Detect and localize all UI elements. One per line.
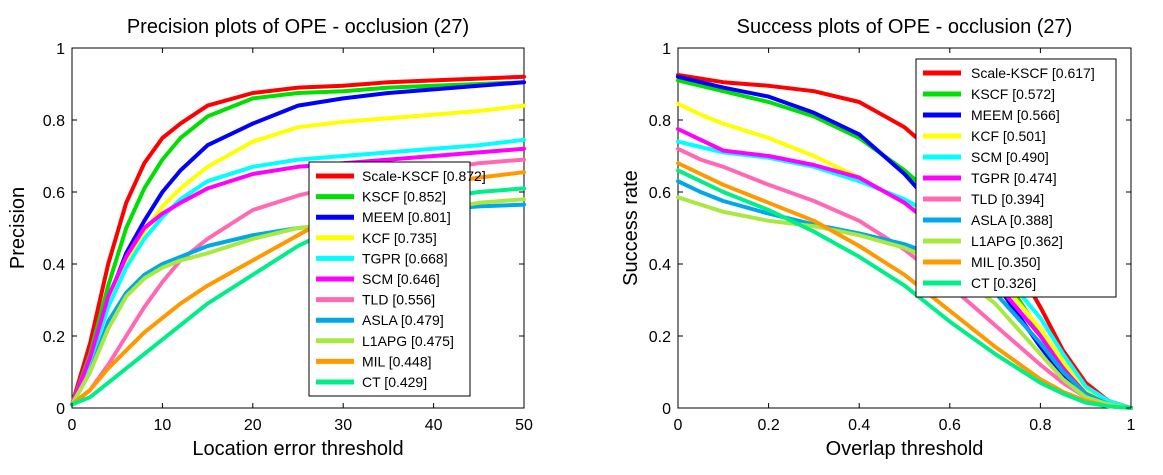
y-tick-label: 0.4 (649, 257, 671, 274)
legend-label-9: MIL [0.448] (362, 353, 432, 369)
series-line-5 (70, 146, 526, 407)
legend: Scale-KSCF [0.872] KSCF [0.852] MEEM [0.80… (308, 161, 486, 397)
y-tick-label: 0.8 (649, 113, 671, 130)
chart-title: Precision plots of OPE - occlusion (27) (127, 16, 469, 38)
legend-label-0: Scale-KSCF [0.617] (971, 65, 1095, 81)
x-tick-label: 0.2 (757, 417, 779, 434)
legend-label-1: KSCF [0.852] (362, 189, 446, 205)
y-tick-label: 0.4 (43, 257, 65, 274)
x-tick-label: 30 (334, 417, 352, 434)
legend-label-8: L1APG [0.362] (971, 233, 1063, 249)
x-tick-label: 10 (154, 417, 172, 434)
legend-label-6: TLD [0.394] (971, 191, 1044, 207)
x-tick-label: 0.8 (1029, 417, 1051, 434)
legend-label-9: MIL [0.350] (971, 254, 1041, 270)
legend-label-1: KSCF [0.572] (971, 86, 1055, 102)
y-tick-label: 0.6 (649, 185, 671, 202)
precision-plot-panel: Precision plots of OPE - occlusion (27) 0… (7, 16, 533, 460)
success-plot-panel: Success plots of OPE - occlusion (27) 0 0.… (620, 16, 1136, 460)
x-tick-label: 0.6 (939, 417, 961, 434)
legend-label-3: KCF [0.735] (362, 230, 437, 246)
series-line-4 (70, 137, 526, 407)
x-tick-label: 0 (674, 417, 683, 434)
legend-label-4: TGPR [0.668] (362, 250, 448, 266)
series-line-1 (70, 80, 526, 407)
legend-label-7: ASLA [0.388] (971, 212, 1053, 228)
legend-label-2: MEEM [0.566] (971, 107, 1060, 123)
y-axis-label: Success rate (620, 170, 642, 286)
x-tick-label: 0.4 (848, 417, 870, 434)
x-tick-label: 40 (425, 417, 443, 434)
x-axis-label: Overlap threshold (826, 438, 984, 460)
y-tick-label: 0.2 (649, 329, 671, 346)
legend-label-0: Scale-KSCF [0.872] (362, 168, 486, 184)
x-axis-label: Location error threshold (192, 438, 403, 460)
y-tick-label: 0 (662, 401, 671, 418)
y-tick-label: 0.2 (43, 329, 65, 346)
x-tick-label: 0 (68, 417, 77, 434)
legend: Scale-KSCF [0.617] KSCF [0.572] MEEM [0.56… (915, 58, 1117, 298)
x-tick-label: 1 (1127, 417, 1136, 434)
chart-title: Success plots of OPE - occlusion (27) (737, 16, 1073, 38)
y-tick-label: 0.6 (43, 185, 65, 202)
legend-label-5: SCM [0.646] (362, 271, 440, 287)
y-tick-label: 1 (56, 41, 65, 58)
y-tick-label: 1 (662, 41, 671, 58)
series-line-10 (676, 168, 1133, 410)
legend-label-6: TLD [0.556] (362, 292, 435, 308)
legend-label-8: L1APG [0.475] (362, 333, 454, 349)
legend-label-2: MEEM [0.801] (362, 209, 451, 225)
y-tick-label: 0 (56, 401, 65, 418)
legend-label-5: TGPR [0.474] (971, 170, 1057, 186)
y-axis-label: Precision (7, 187, 29, 269)
x-tick-label: 50 (515, 417, 533, 434)
legend-label-7: ASLA [0.479] (362, 312, 444, 328)
series-line-0 (70, 74, 526, 407)
legend-label-4: SCM [0.490] (971, 149, 1049, 165)
legend-label-10: CT [0.429] (362, 374, 427, 390)
x-tick-label: 20 (244, 417, 262, 434)
legend-label-3: KCF [0.501] (971, 128, 1046, 144)
legend-label-10: CT [0.326] (971, 275, 1036, 291)
y-tick-label: 0.8 (43, 113, 65, 130)
